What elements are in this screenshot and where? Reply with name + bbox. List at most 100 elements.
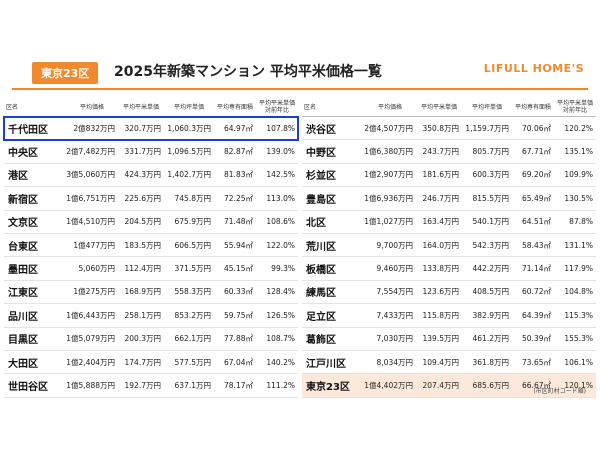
table-row: 文京区 1億4,510万円 204.5万円 675.9万円 71.48㎡ 108.6%	[4, 211, 298, 234]
column-header: 平均平米単価	[122, 103, 159, 111]
cell-value: 73.65㎡	[522, 357, 551, 367]
cell-value: 155.3%	[564, 334, 593, 344]
table-row: 板橋区 9,460万円 133.8万円 442.2万円 71.14㎡ 117.9%	[302, 257, 596, 281]
column-header: 平均価格	[377, 103, 402, 111]
ward-name: 北区	[306, 218, 326, 230]
cell-value: 120.2%	[564, 123, 593, 133]
cell-value: 207.4万円	[422, 380, 459, 390]
table-row: 渋谷区 2億4,507万円 350.8万円 1,159.7万円 70.06㎡ 120.2%	[302, 117, 596, 141]
table-row: 杉並区 1億2,907万円 181.6万円 600.3万円 69.20㎡ 109.9%	[302, 164, 596, 188]
cell-value: 331.7万円	[124, 147, 161, 157]
cell-value: 126.5%	[266, 310, 295, 320]
cell-value: 108.7%	[266, 334, 295, 344]
cell-value: 853.2万円	[174, 310, 211, 320]
cell-value: 225.6万円	[124, 193, 161, 203]
cell-value: 106.1%	[564, 357, 593, 367]
cell-value: 168.9万円	[124, 287, 161, 297]
cell-value: 107.8%	[266, 123, 295, 133]
cell-value: 2億7,482万円	[66, 147, 115, 157]
cell-value: 59.75㎡	[224, 310, 253, 320]
ward-name: 足立区	[306, 311, 336, 323]
cell-value: 542.3万円	[472, 240, 509, 250]
cell-value: 174.7万円	[124, 357, 161, 367]
cell-value: 1,402.7万円	[167, 170, 211, 180]
ward-name: 品川区	[8, 311, 38, 323]
cell-value: 108.6%	[266, 217, 295, 227]
column-header: 平均価格	[79, 103, 104, 111]
cell-value: 461.2万円	[472, 334, 509, 344]
cell-value: 117.9%	[564, 264, 593, 274]
ward-name: 葛飾区	[306, 335, 336, 347]
column-header: 区名	[304, 103, 317, 111]
cell-value: 67.71㎡	[522, 147, 551, 157]
cell-value: 99.3%	[271, 264, 295, 274]
ward-name: 渋谷区	[306, 124, 336, 136]
cell-value: 55.94㎡	[224, 240, 253, 250]
table-row: 千代田区 2億832万円 320.7万円 1,060.3万円 64.97㎡ 107.8%	[3, 115, 299, 142]
table-row: 荒川区 9,700万円 164.0万円 542.3万円 58.43㎡ 131.1%	[302, 234, 596, 258]
table-row: 世田谷区 1億5,888万円 192.7万円 637.1万円 78.17㎡ 111.2%	[4, 374, 298, 398]
logo: LIFULL HOME'S	[483, 62, 584, 75]
header-row: 区名 平均価格 平均平米単価 平均坪単価 平均専有面積 平均平米単価 対前年比	[4, 98, 298, 117]
table-row: 港区 3億5,060万円 424.3万円 1,402.7万円 81.83㎡ 142.5%	[4, 164, 298, 188]
cell-value: 9,460万円	[376, 264, 413, 274]
cell-value: 104.8%	[564, 287, 593, 297]
cell-value: 637.1万円	[174, 380, 211, 390]
cell-value: 662.1万円	[174, 334, 211, 344]
column-header: 平均専有面積	[216, 103, 253, 111]
table-row: 足立区 7,433万円 115.8万円 382.9万円 64.39㎡ 115.3%	[302, 304, 596, 328]
cell-value: 1億275万円	[73, 287, 115, 297]
table-row: 江戸川区 8,034万円 109.4万円 361.8万円 73.65㎡ 106.1%	[302, 351, 596, 375]
cell-value: 1億2,907万円	[364, 170, 413, 180]
cell-value: 140.2%	[266, 357, 295, 367]
ward-name: 墨田区	[8, 265, 38, 277]
table-row: 目黒区 1億5,079万円 200.3万円 662.1万円 77.88㎡ 108.7%	[4, 328, 298, 351]
column-header: 平均平米単価 対前年比	[256, 100, 298, 114]
cell-value: 69.20㎡	[522, 170, 551, 180]
cell-value: 320.7万円	[124, 123, 161, 133]
cell-value: 3億5,060万円	[66, 170, 115, 180]
column-header: 平均坪単価	[173, 103, 204, 111]
cell-value: 442.2万円	[472, 264, 509, 274]
cell-value: 258.1万円	[124, 310, 161, 320]
cell-value: 183.5万円	[124, 240, 161, 250]
cell-value: 45.15㎡	[224, 264, 253, 274]
column-header: 平均専有面積	[514, 103, 551, 111]
column-header-line: 対前年比	[264, 107, 289, 114]
column-header-line: 平均平米単価	[556, 100, 593, 107]
badge: 東京23区	[32, 62, 99, 84]
ward-name: 板橋区	[306, 265, 336, 277]
cell-value: 71.14㎡	[522, 264, 551, 274]
cell-value: 7,554万円	[376, 287, 413, 297]
cell-value: 9,700万円	[376, 240, 413, 250]
cell-value: 131.1%	[564, 240, 593, 250]
cell-value: 5,060万円	[78, 264, 115, 274]
cell-value: 163.4万円	[422, 217, 459, 227]
cell-value: 65.49㎡	[522, 193, 551, 203]
cell-value: 115.8万円	[422, 310, 459, 320]
ward-name: 荒川区	[306, 241, 336, 253]
table-row: 新宿区 1億6,751万円 225.6万円 745.8万円 72.25㎡ 113.0%	[4, 187, 298, 211]
header-row: 区名 平均価格 平均平米単価 平均坪単価 平均専有面積 平均平米単価 対前年比	[302, 98, 596, 117]
column-header-line: 平均平米単価	[258, 100, 295, 107]
cell-value: 133.8万円	[422, 264, 459, 274]
cell-value: 87.8%	[569, 217, 593, 227]
cell-value: 142.5%	[266, 170, 295, 180]
cell-value: 139.5万円	[422, 334, 459, 344]
cell-value: 70.06㎡	[522, 123, 551, 133]
cell-value: 1億4,402万円	[364, 380, 413, 390]
header: 東京23区 2025年新築マンション 平均平米価格一覧 LIFULL HOME'…	[12, 60, 588, 90]
cell-value: 805.7万円	[472, 147, 509, 157]
cell-value: 192.7万円	[124, 380, 161, 390]
cell-value: 64.39㎡	[522, 310, 551, 320]
cell-value: 675.9万円	[174, 217, 211, 227]
column-header: 区名	[6, 103, 19, 111]
cell-value: 82.87㎡	[224, 147, 253, 157]
cell-value: 71.48㎡	[224, 217, 253, 227]
card	[0, 52, 600, 404]
table-row: 墨田区 5,060万円 112.4万円 371.5万円 45.15㎡ 99.3%	[4, 257, 298, 281]
table-row: 品川区 1億6,443万円 258.1万円 853.2万円 59.75㎡ 126.5%	[4, 304, 298, 328]
cell-value: 1億5,079万円	[66, 334, 115, 344]
cell-value: 122.0%	[266, 240, 295, 250]
